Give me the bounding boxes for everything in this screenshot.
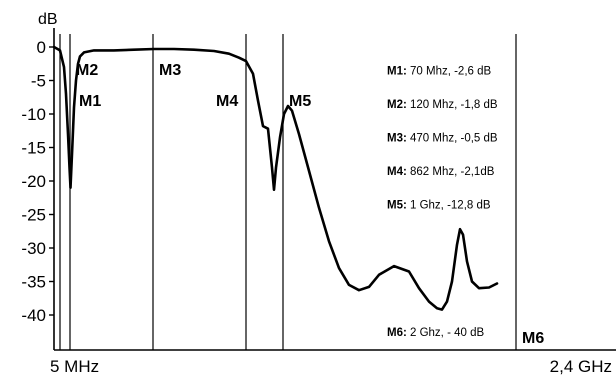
readout-value: 1 Ghz, -12,8 dB [410, 199, 491, 211]
marker-label-m4: M4 [216, 93, 238, 110]
readout-2: M2: 120 Mhz, -1,8 dB [387, 99, 498, 111]
y-tick-label: -40 [21, 306, 46, 325]
readout-value: 120 Mhz, -1,8 dB [410, 99, 498, 111]
readout-4: M4: 862 Mhz, -2,1dB [387, 166, 495, 178]
series-line-0 [52, 45, 499, 311]
y-tick-label: 0 [37, 38, 46, 57]
readout-value: 862 Mhz, -2,1dB [410, 166, 495, 178]
y-tick-label: -5 [31, 72, 46, 91]
y-tick-label: -30 [21, 239, 46, 258]
readout-3: M3: 470 Mhz, -0,5 dB [387, 132, 498, 144]
y-tick-label: -25 [21, 206, 46, 225]
marker-label-m3: M3 [159, 62, 181, 79]
readout-key: M3: [387, 132, 410, 144]
axes: dB 5 MHz 2,4 GHz [38, 11, 616, 376]
readout-value: 470 Mhz, -0,5 dB [410, 132, 498, 144]
readout-key: M5: [387, 199, 410, 211]
x-tick-end: 2,4 GHz [550, 357, 612, 376]
marker-lines [59, 34, 517, 350]
readout-key: M2: [387, 99, 410, 111]
readout-key: M6: [387, 327, 410, 339]
marker-label-m2: M2 [76, 62, 98, 79]
y-tick-label: -10 [21, 105, 46, 124]
readout-1: M1: 70 Mhz, -2,6 dB [387, 65, 492, 77]
series [52, 45, 499, 311]
marker-label-m1: M1 [79, 93, 101, 110]
y-tick-label: -35 [21, 273, 46, 292]
readout-key: M4: [387, 166, 410, 178]
y-tick-label: -20 [21, 172, 46, 191]
y-tick-label: -15 [21, 139, 46, 158]
x-tick-start: 5 MHz [50, 357, 99, 376]
y-ticks: 0 -5 -10 -15 -20 -25 -30 -35 -40 [21, 38, 54, 325]
marker-labels: M1 M2 M3 M4 M5 M6 [76, 62, 544, 347]
readout-value: 2 Ghz, - 40 dB [410, 327, 484, 339]
marker-label-m6: M6 [522, 330, 544, 347]
readout-key: M1: [387, 65, 410, 77]
readout-6: M6: 2 Ghz, - 40 dB [387, 327, 484, 339]
marker-label-m5: M5 [289, 93, 311, 110]
readout-value: 70 Mhz, -2,6 dB [410, 65, 492, 77]
y-axis-title: dB [38, 11, 58, 28]
readout-5: M5: 1 Ghz, -12,8 dB [387, 199, 491, 211]
